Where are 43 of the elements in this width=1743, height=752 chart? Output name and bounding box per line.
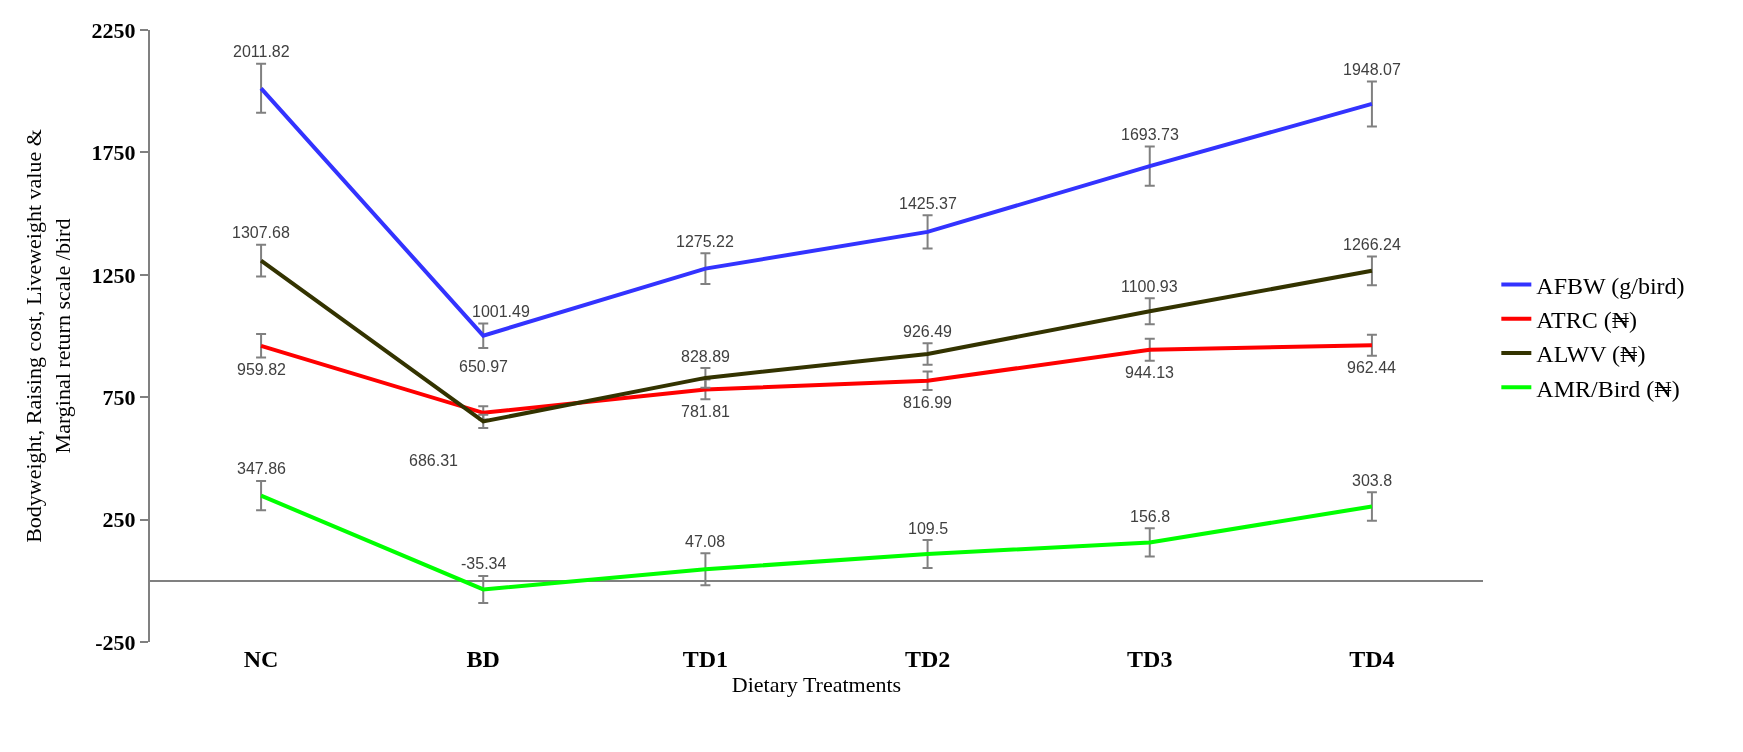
data-label: 47.08 xyxy=(685,533,726,550)
x-tick-label: TD2 xyxy=(904,646,951,672)
y-tick-label: 750 xyxy=(102,384,136,410)
x-tick-label: NC xyxy=(243,646,279,672)
y-tick-label: 250 xyxy=(102,507,136,533)
data-label: 944.13 xyxy=(1125,364,1175,381)
data-label: 303.8 xyxy=(1352,472,1393,489)
x-tick-label: BD xyxy=(466,646,500,672)
data-label: 1425.37 xyxy=(899,195,957,212)
line-series xyxy=(259,493,1374,592)
x-tick-label: TD3 xyxy=(1127,646,1173,672)
data-label: 1001.49 xyxy=(472,303,530,320)
y-tick-label: 1250 xyxy=(91,262,136,288)
legend-label: ALWV (₦) xyxy=(1536,341,1646,368)
y-tick-label: 1750 xyxy=(91,140,136,166)
y-tick-label: -250 xyxy=(95,629,136,655)
x-axis-title: Dietary Treatments xyxy=(731,671,902,697)
data-label: 816.99 xyxy=(903,394,953,411)
data-label: 781.81 xyxy=(681,403,731,420)
data-label: 1307.68 xyxy=(232,224,290,241)
data-label: 686.31 xyxy=(409,452,459,469)
data-label: 1266.24 xyxy=(1343,236,1401,253)
data-label: 347.86 xyxy=(237,460,287,477)
data-label: 1275.22 xyxy=(676,233,734,250)
y-axis-title: Bodyweight, Raising cost, Liveweight value & Marginal return scale /bird xyxy=(21,129,75,543)
data-label: 2011.82 xyxy=(233,43,290,60)
data-label: 1100.93 xyxy=(1121,278,1178,295)
y-tick-label: 2250 xyxy=(91,17,136,43)
data-label: 959.82 xyxy=(237,361,287,378)
data-label: 1948.07 xyxy=(1343,61,1401,78)
data-label: 1693.73 xyxy=(1121,126,1179,143)
data-label: 109.5 xyxy=(908,520,949,537)
legend-label: AMR/Bird (₦) xyxy=(1536,375,1680,402)
x-tick-label: TD4 xyxy=(1349,646,1395,672)
data-label: -35.34 xyxy=(461,555,507,572)
data-label: 156.8 xyxy=(1130,508,1171,525)
legend-label: AFBW (g/bird) xyxy=(1536,272,1685,299)
data-label: 926.49 xyxy=(903,323,953,340)
legend-label: ATRC (₦) xyxy=(1536,307,1637,334)
data-label: 650.97 xyxy=(459,358,509,375)
data-label: 962.44 xyxy=(1347,359,1397,376)
x-tick-label: TD1 xyxy=(682,646,729,672)
data-label: 828.89 xyxy=(681,348,731,365)
